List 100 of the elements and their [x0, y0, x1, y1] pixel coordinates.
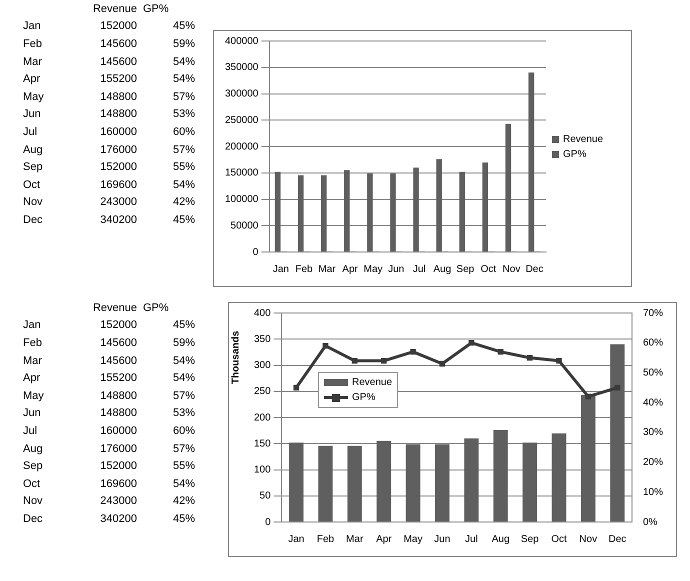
x-tick-label: Jun [388, 264, 404, 275]
text: 169600 [99, 178, 138, 193]
bar [367, 174, 373, 252]
text: Oct [22, 178, 42, 193]
text: Jul [22, 124, 38, 140]
text: 54% [172, 72, 196, 88]
y-axis-title: Thousands [230, 330, 242, 386]
text: 54% [172, 354, 196, 369]
text: Feb [22, 36, 43, 52]
text: 160000 [99, 424, 138, 439]
text: Jul [22, 424, 38, 439]
text: Oct [22, 476, 42, 492]
y2-tick-label: 10% [642, 486, 664, 498]
text: Jan [22, 19, 42, 34]
bar [436, 159, 442, 252]
point [498, 348, 504, 355]
text: 42% [172, 195, 196, 210]
bar [413, 168, 419, 252]
x-tick-label: Jan [272, 264, 289, 275]
text: 152000 [99, 160, 138, 176]
y-tick-label: 100 [254, 464, 272, 476]
legend-label: GP% [351, 392, 376, 403]
text: 54% [172, 371, 196, 386]
x-tick-label: Mar [318, 264, 336, 275]
text: 152000 [99, 318, 138, 334]
text: Nov [22, 494, 44, 510]
text: Revenue [92, 2, 138, 17]
x-tick-label: May [364, 264, 383, 275]
text: Sep [22, 459, 44, 474]
text: May [22, 388, 45, 404]
text: Dec [22, 212, 44, 228]
text: 169600 [99, 476, 138, 492]
bar [274, 172, 281, 252]
x-tick-label: Nov [579, 534, 598, 545]
x-tick-label: Mar [346, 534, 364, 545]
x-tick-label: Jan [288, 534, 304, 545]
text: 60% [172, 424, 196, 439]
text: 54% [172, 54, 196, 70]
y-tick-label: 0 [252, 246, 259, 258]
text: Jun [22, 107, 42, 122]
text: Jan [22, 318, 42, 334]
point [526, 354, 533, 361]
y-tick-label: 200000 [224, 141, 259, 152]
y-tick-label: 250000 [224, 114, 259, 126]
text: 59% [172, 36, 196, 52]
bar [406, 444, 420, 522]
x-tick-label: Sep [520, 534, 540, 545]
bar [528, 72, 534, 252]
text: 152000 [99, 19, 138, 34]
y-tick-label: 300 [254, 360, 272, 371]
y-tick-label: 300000 [224, 88, 259, 100]
text: 155200 [99, 72, 138, 88]
y-tick-label: 0 [265, 516, 272, 528]
x-tick-label: Dec [526, 264, 544, 275]
bar [459, 172, 465, 252]
text: 53% [172, 107, 196, 122]
text: 148800 [99, 406, 138, 422]
point [468, 340, 474, 346]
x-tick-label: Oct [551, 534, 568, 545]
bar [289, 442, 304, 522]
y2-tick-label: 40% [642, 397, 664, 408]
text: 54% [172, 476, 196, 492]
y-tick-label: 50 [260, 490, 272, 502]
x-tick-label: Jun [434, 534, 450, 545]
point [614, 384, 620, 390]
bar [320, 175, 327, 252]
bar [522, 442, 538, 522]
text: Aug [22, 442, 44, 457]
bar [298, 175, 304, 252]
text: 55% [172, 459, 196, 474]
text: Sep [22, 160, 44, 176]
text: 243000 [99, 195, 138, 210]
bar [347, 446, 362, 522]
y2-tick-label: 50% [642, 367, 664, 378]
text: 57% [172, 142, 196, 158]
bar [493, 430, 508, 522]
y-tick-label: 400 [254, 308, 272, 319]
text: Apr [22, 72, 42, 88]
y-tick-label: 350 [254, 334, 272, 345]
text: 160000 [99, 124, 138, 140]
point [439, 360, 446, 367]
text: 243000 [99, 494, 138, 510]
x-tick-label: Apr [376, 534, 392, 545]
x-tick-label: Feb [295, 264, 313, 275]
y2-tick-label: 30% [642, 427, 664, 438]
bar [318, 446, 333, 522]
bar [552, 433, 566, 522]
text: 59% [172, 336, 196, 351]
bar [390, 174, 396, 252]
x-tick-label: Oct [480, 264, 496, 275]
text: 155200 [99, 371, 138, 386]
bar [376, 440, 392, 522]
bar [580, 395, 596, 522]
point [410, 348, 416, 355]
legend-label: Revenue [351, 377, 392, 388]
x-tick-label: Jul [465, 534, 478, 545]
bar [610, 344, 625, 522]
y-tick-label: 350000 [224, 62, 259, 74]
bar [464, 438, 479, 522]
text: 57% [172, 388, 196, 404]
